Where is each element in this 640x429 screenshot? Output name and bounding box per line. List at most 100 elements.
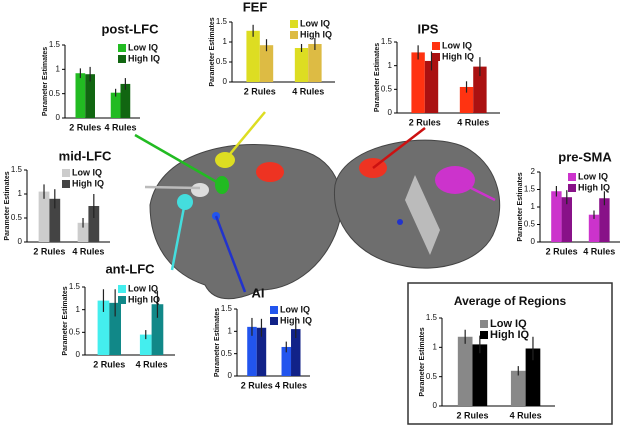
legend-label: Low IQ (578, 171, 608, 181)
bar (139, 334, 152, 355)
y-tick-label: 1 (388, 61, 393, 70)
legend-label: High IQ (300, 29, 332, 39)
bar (259, 45, 274, 82)
panel-title: post-LFC (101, 21, 159, 36)
x-tick-label: 2 Rules (241, 380, 273, 390)
bar (256, 327, 267, 376)
y-tick-label: 1 (18, 189, 23, 198)
y-axis-label: Parameter Estimates (374, 43, 381, 112)
legend-label: High IQ (490, 329, 530, 341)
x-tick-label: 2 Rules (409, 117, 441, 127)
y-tick-label: 0.5 (381, 84, 393, 93)
y-tick-label: 1.5 (221, 304, 233, 313)
x-tick-label: 2 Rules (69, 122, 101, 132)
y-tick-label: 1.5 (381, 37, 393, 46)
mid-lfc-region (191, 183, 209, 197)
bar (281, 346, 292, 376)
ai-region-right (397, 219, 403, 225)
bar (110, 92, 121, 118)
y-axis-label: Parameter Estimates (517, 172, 524, 241)
connector (454, 178, 496, 202)
ips-region (256, 162, 284, 182)
bar (247, 326, 257, 376)
y-axis-label: Parameter Estimates (214, 308, 221, 377)
x-tick-label: 2 Rules (546, 246, 578, 256)
y-tick-label: 1 (56, 64, 61, 73)
legend-label: Low IQ (300, 18, 330, 28)
bar (424, 60, 439, 113)
bar (120, 83, 131, 118)
bar (308, 44, 322, 82)
y-axis-label: Parameter Estimates (4, 171, 11, 240)
bar (510, 370, 526, 406)
x-tick-label: 2 Rules (33, 246, 65, 256)
legend-swatch (118, 55, 126, 63)
connector (144, 185, 201, 190)
legend-swatch (62, 169, 70, 177)
bar (457, 336, 473, 406)
brain-images (134, 111, 501, 300)
bar (561, 197, 572, 242)
bar (75, 73, 86, 118)
x-tick-label: 4 Rules (292, 86, 324, 96)
legend-swatch (568, 184, 576, 192)
y-tick-label: 2 (531, 167, 536, 176)
legend-label: Low IQ (72, 167, 102, 177)
legend-label: Low IQ (442, 40, 472, 50)
connector (170, 201, 187, 271)
legend-swatch (118, 296, 126, 304)
legend-swatch (118, 285, 126, 293)
legend-label: High IQ (128, 294, 160, 304)
y-tick-label: 1.5 (426, 313, 438, 322)
y-tick-label: 0.5 (524, 220, 536, 229)
panel-title: pre-SMA (558, 149, 612, 164)
y-tick-label: 1 (433, 342, 438, 351)
y-tick-label: 0.5 (11, 213, 23, 222)
y-tick-label: 1.5 (524, 185, 536, 194)
average-box (407, 282, 613, 425)
y-tick-label: 0 (18, 237, 23, 246)
bar (38, 191, 50, 242)
bar (246, 30, 260, 82)
legend-swatch (118, 44, 126, 52)
legend-swatch (290, 20, 298, 28)
legend-swatch (270, 317, 278, 325)
x-tick-label: 4 Rules (104, 122, 136, 132)
y-tick-label: 0 (228, 371, 233, 380)
connector (224, 111, 266, 161)
legend-label: Low IQ (280, 304, 310, 314)
bar (588, 214, 600, 242)
y-tick-label: 0.5 (216, 57, 228, 66)
y-tick-label: 0 (388, 108, 393, 117)
y-tick-label: 1.5 (216, 17, 228, 26)
legend-swatch (270, 306, 278, 314)
bar (473, 66, 487, 113)
y-tick-label: 1.5 (11, 165, 23, 174)
x-tick-label: 2 Rules (244, 86, 276, 96)
bar (49, 198, 61, 242)
bar (151, 304, 164, 355)
legend-label: Low IQ (490, 318, 527, 330)
y-tick-label: 0.5 (49, 89, 61, 98)
legend-label: High IQ (72, 178, 104, 188)
panel-title: Average of Regions (454, 294, 567, 308)
legend-label: High IQ (442, 51, 474, 61)
y-tick-label: 1 (228, 326, 233, 335)
bar (97, 300, 110, 355)
legend-label: High IQ (578, 182, 610, 192)
legend-swatch (432, 42, 440, 50)
bar (599, 198, 610, 242)
y-tick-label: 1 (76, 305, 81, 314)
panel-title: FEF (243, 0, 268, 14)
legend-swatch (62, 180, 70, 188)
y-tick-label: 1 (531, 202, 536, 211)
bar (77, 222, 89, 242)
y-tick-label: 0 (433, 401, 438, 410)
y-axis-label: Parameter Estimates (62, 286, 69, 355)
legend-swatch (432, 53, 440, 61)
y-tick-label: 1.5 (49, 40, 61, 49)
legend-swatch (480, 320, 488, 328)
legend-label: Low IQ (128, 283, 158, 293)
legend-swatch (480, 331, 488, 339)
